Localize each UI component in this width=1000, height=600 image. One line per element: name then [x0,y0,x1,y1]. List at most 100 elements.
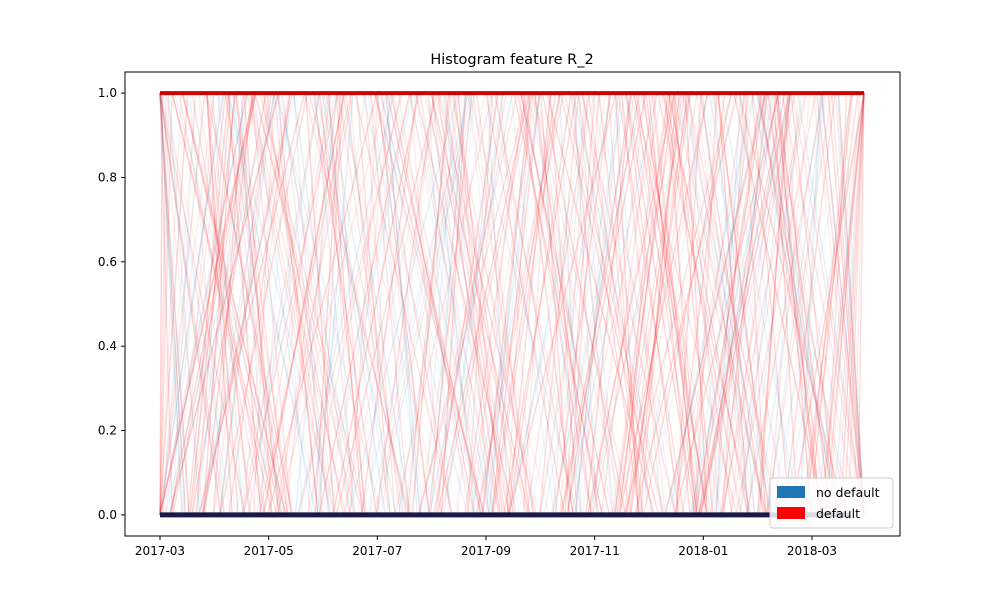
series-line-no-default [227,92,335,516]
series-line-default [674,92,780,516]
series-line-default [559,93,589,515]
series-line-default [812,93,863,515]
series-line-default [758,92,829,516]
series-line-default [450,92,535,516]
series-line-default [625,92,698,516]
series-line-no-default [321,92,386,516]
series-line-default [715,93,750,515]
series-line-default [642,92,708,516]
series-line-default [721,93,767,515]
series-line-default [253,92,364,516]
series-line-no-default [519,92,614,516]
series-line-no-default [216,92,323,516]
series-line-default [733,92,825,516]
series-line-no-default [469,92,562,516]
series-line-default [517,92,593,516]
series-line-no-default [684,93,714,515]
series-line-default [177,92,264,516]
series-line-no-default [323,92,392,516]
series-line-default [625,93,683,515]
series-line-default [641,92,712,516]
series-line-default [485,92,566,516]
series-line-default [437,92,537,516]
series-line-default [181,92,282,516]
series-line-no-default [533,93,582,515]
series-line-default [730,92,808,516]
series-line-default [614,93,676,515]
series-line-no-default [293,93,351,515]
series-line-default [836,93,865,515]
series-line-default [169,92,255,516]
series-line-no-default [211,93,244,515]
series-line-no-default [565,92,658,516]
series-line-default [552,93,586,515]
series-line-no-default [430,93,466,515]
series-line-no-default [701,93,750,515]
series-line-no-default [739,93,791,515]
series-line-default [586,92,675,516]
series-line-default [212,93,244,515]
series-line-no-default [691,92,755,516]
series-line-default [332,92,420,516]
series-line-default [699,92,791,516]
series-line-default [620,93,663,515]
series-line-no-default [751,92,839,516]
series-line-no-default [487,93,509,515]
series-line-default [171,92,273,516]
series-line-no-default [397,92,469,516]
series-line-default [314,93,341,515]
series-line-no-default [314,93,356,515]
series-line-default [159,92,256,516]
series-line-default [265,92,331,516]
series-line-no-default [481,92,574,516]
series-line-default [454,93,503,515]
series-line-default [319,93,344,515]
series-line-default [506,93,531,515]
series-line-default [327,93,363,515]
series-line-default [607,93,640,515]
series-line-default [674,93,726,515]
series-line-default [423,92,528,516]
y-tick-label: 0.6 [98,255,117,269]
series-line-no-default [164,92,274,516]
series-line-default [164,93,222,515]
series-line-no-default [708,92,774,516]
series-line-default [681,92,746,516]
series-line-default [356,93,391,515]
series-line-default [159,92,257,516]
series-line-default [276,92,388,516]
series-line-no-default [700,92,791,516]
series-line-default [577,92,641,516]
series-line-no-default [587,92,691,516]
y-tick-label: 0.4 [98,339,117,353]
series-line-default [410,93,442,515]
series-line-default [648,93,691,515]
series-line-no-default [385,93,421,515]
series-line-default [191,92,267,516]
series-line-default [159,93,173,515]
series-line-default [781,92,865,516]
series-line-default [686,92,779,516]
series-line-default [775,93,819,515]
series-line-no-default [360,92,471,516]
series-line-default [611,93,671,515]
series-line-default [336,92,443,516]
series-line-default [440,93,467,515]
series-line-default [490,93,541,515]
series-line-no-default [325,92,407,516]
series-line-default [669,92,733,516]
series-line-no-default [664,92,766,516]
series-line-default [801,93,859,515]
series-line-default [203,93,254,515]
series-line-default [751,93,791,515]
series-line-no-default [537,93,599,515]
series-line-default [722,92,792,516]
series-line-default [249,92,347,516]
series-line-no-default [640,92,708,516]
series-line-no-default [227,92,317,516]
series-line-default [195,93,232,515]
series-line-default [160,92,258,516]
series-line-no-default [510,92,590,516]
series-line-default [489,92,582,516]
series-line-default [570,92,664,516]
